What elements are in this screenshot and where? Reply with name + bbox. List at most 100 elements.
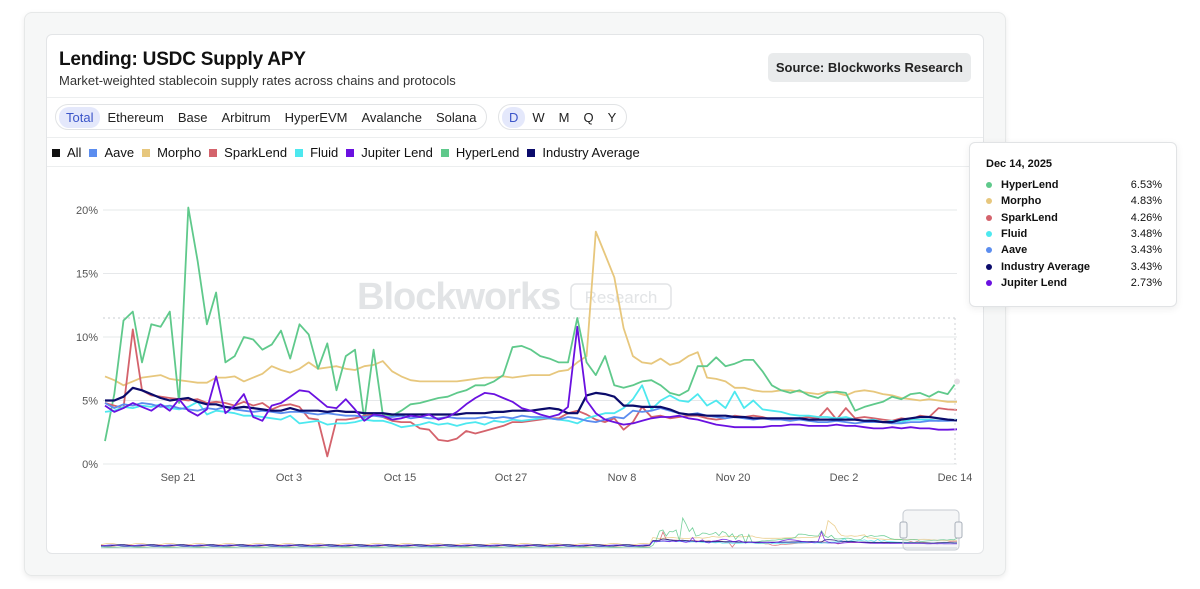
tooltip-dot [986,279,992,286]
tooltip-row-sparklend: SparkLend 4.26% [986,211,1162,225]
tooltip-row-industry-average: Industry Average 3.43% [986,260,1162,274]
tab-hyperevm[interactable]: HyperEVM [284,109,348,125]
x-tick-label: Sep 21 [161,472,196,484]
legend-label: Fluid [310,145,339,160]
legend-item-aave[interactable]: Aave [89,145,134,160]
tooltip-series-value: 3.48% [1130,227,1162,240]
tooltip-series-name: Industry Average [1001,260,1091,273]
watermark-tag: Research [585,288,658,307]
tooltip-dot [986,198,992,205]
legend-label: Jupiter Lend [361,145,433,160]
series-line-morpho [104,230,957,403]
legend-swatch [89,148,98,157]
series-line-aave [104,402,958,425]
tooltip-series-name: Morpho [1001,195,1042,208]
y-tick-label: 15% [76,269,98,281]
legend-swatch [142,148,151,157]
hover-point [953,377,961,386]
y-tick-label: 5% [82,396,98,408]
tab-avalanche[interactable]: Avalanche [361,109,422,125]
legend-item-sparklend[interactable]: SparkLend [209,145,287,160]
x-tick-label: Oct 15 [384,472,416,484]
legend-label: SparkLend [224,145,288,160]
toolbar-divider [47,137,983,138]
tooltip-date: Dec 14, 2025 [986,158,1053,170]
chart-legend: All Aave Morpho SparkLend Fluid Jupiter Lend H… [52,145,648,160]
legend-item-all[interactable]: All [52,145,81,160]
tooltip-series-value: 4.83% [1130,195,1162,208]
chart-card: Lending: USDC Supply APY Market-weighted… [46,34,984,554]
legend-label: Aave [104,145,135,160]
tooltip-row-fluid: Fluid 3.48% [986,227,1162,241]
series-line-fluid [104,384,958,429]
navigator-line-jupiter-lend [100,530,957,547]
tooltip-row-jupiter-lend: Jupiter Lend 2.73% [986,276,1162,290]
source-badge: Source: Blockworks Research [767,53,971,82]
period-tab-y[interactable]: Y [607,109,617,125]
series-line-jupiter-lend [104,325,958,431]
x-tick-label: Nov 20 [716,472,751,484]
tab-total[interactable]: Total [59,106,101,128]
x-tick-label: Dec 14 [938,472,973,484]
tab-solana[interactable]: Solana [435,109,477,125]
tooltip-dot [986,263,992,270]
legend-label: Morpho [157,145,202,160]
x-tick-label: Oct 27 [495,472,527,484]
tooltip-series-value: 3.43% [1130,260,1162,273]
chart-title: Lending: USDC Supply APY [59,49,306,70]
period-tab-m[interactable]: M [558,109,570,125]
legend-item-morpho[interactable]: Morpho [142,145,201,160]
period-tab-d[interactable]: D [502,106,526,128]
legend-divider [47,166,983,167]
legend-item-hyperlend[interactable]: HyperLend [440,145,520,160]
legend-label: HyperLend [455,145,520,160]
tooltip-series-value: 4.26% [1130,211,1162,224]
tooltip-series-name: SparkLend [1001,211,1058,224]
chart-subtitle: Market-weighted stablecoin supply rates … [59,73,456,88]
legend-swatch [209,148,218,157]
navigator-handle-left[interactable] [899,521,908,539]
navigator-selection[interactable] [902,509,960,551]
legend-swatch [440,148,449,157]
x-tick-label: Oct 3 [276,472,302,484]
tooltip-row-aave: Aave 3.43% [986,243,1162,257]
legend-swatch [52,148,60,157]
tooltip-series-name: Fluid [1001,227,1028,240]
tab-ethereum[interactable]: Ethereum [107,109,164,125]
legend-item-fluid[interactable]: Fluid [295,145,338,160]
series-line-hyperlend [104,206,958,442]
tooltip-dot [986,247,992,254]
period-tab-w[interactable]: W [532,109,545,125]
tooltip-dot [986,214,992,221]
y-tick-label: 20% [76,205,98,217]
tooltip-series-value: 2.73% [1130,276,1162,289]
y-tick-label: 10% [76,332,98,344]
y-tick-label: 0% [82,459,98,471]
tooltip-series-value: 3.43% [1130,244,1162,257]
x-tick-label: Nov 8 [608,472,637,484]
legend-swatch [527,148,536,157]
tab-arbitrum[interactable]: Arbitrum [221,109,271,125]
legend-label: Industry Average [542,145,640,160]
navigator-line-hyperlend [100,516,958,548]
watermark-logo: Blockworks [357,276,560,318]
tooltip-dot [986,182,992,188]
navigator-handle-right[interactable] [954,521,963,539]
header-divider [47,97,983,98]
chain-tab-group: Total Ethereum Base Arbitrum HyperEVM Avalanc… [55,104,488,130]
tooltip-dot [986,230,992,237]
tooltip-series-value: 6.53% [1130,179,1162,191]
period-tab-q[interactable]: Q [583,109,594,125]
legend-swatch [295,148,304,157]
x-tick-label: Dec 2 [830,472,859,484]
chart-tooltip: Dec 14, 2025 HyperLend 6.53% Morpho 4.83% Sp… [969,142,1177,307]
legend-item-jupiter-lend[interactable]: Jupiter Lend [346,145,433,160]
line-chart[interactable]: 0% 5% 10% 15% 20% Sep 21 Oct 3 Oct 15 Oct 27 Nov … [47,35,984,554]
tooltip-row-hyperlend: HyperLend 6.53% [986,178,1162,192]
legend-item-industry-average[interactable]: Industry Average [527,145,640,160]
tooltip-row-morpho: Morpho 4.83% [986,194,1162,208]
tab-base[interactable]: Base [177,109,208,125]
tooltip-series-name: Jupiter Lend [1001,276,1068,289]
tooltip-series-name: HyperLend [1001,179,1059,191]
